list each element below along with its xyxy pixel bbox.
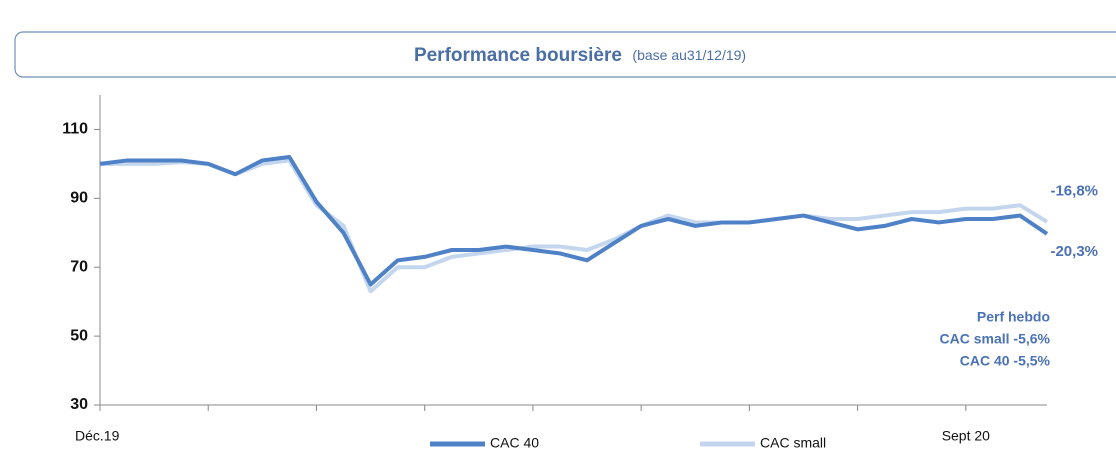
series-line <box>99 155 1049 287</box>
annotation: Perf hebdo <box>977 309 1050 325</box>
y-tick-label: 90 <box>70 190 88 207</box>
chart-subtitle: (base au31/12/19) <box>632 47 746 63</box>
end-label: -16,8% <box>1050 183 1098 200</box>
title-group: Performance boursière (base au31/12/19) <box>414 45 746 66</box>
x-tick-label: Sept 20 <box>942 428 990 444</box>
y-tick-label: 70 <box>70 258 88 275</box>
x-tick-label: Déc.19 <box>75 428 120 444</box>
y-tick-label: 30 <box>70 396 88 413</box>
series-line <box>100 158 1049 294</box>
legend-label: CAC 40 <box>490 435 539 448</box>
annotation: CAC 40 -5,5% <box>960 353 1051 369</box>
chart-title: Performance boursière <box>414 45 622 66</box>
end-label: -20,3% <box>1050 243 1098 260</box>
legend-label: CAC small <box>760 435 826 448</box>
annotation: CAC small -5,6% <box>940 331 1051 347</box>
title-box <box>14 31 1116 78</box>
y-tick-label: 110 <box>62 121 88 138</box>
y-tick-label: 50 <box>70 327 88 344</box>
